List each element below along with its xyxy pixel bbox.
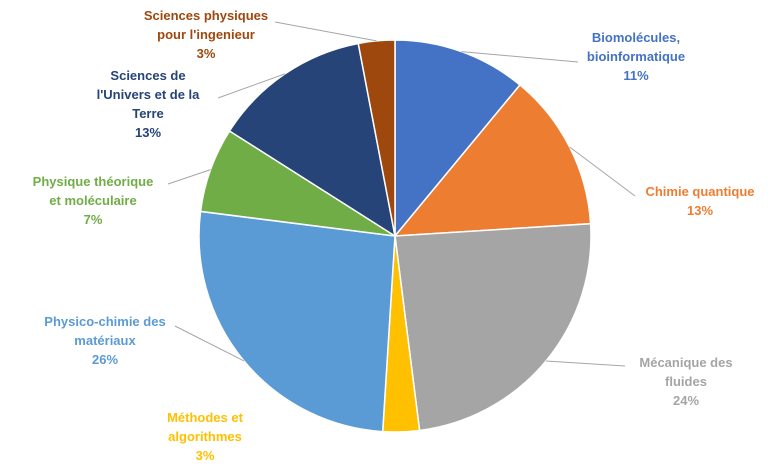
pie-slice-1 [393, 83, 592, 237]
slice-value-label: 3% [197, 46, 216, 61]
slice-label-6: Sciences de l'Univers et de la Terre 13% [97, 68, 201, 140]
slice-name-line: Physico-chimie des [44, 314, 165, 329]
pie-slice-2 [394, 222, 592, 432]
slice-name-line: Mécanique des [639, 355, 732, 370]
slice-name-line: matériaux [74, 333, 136, 348]
slice-label-4: Physico-chimie des matériaux 26% [44, 314, 165, 367]
slice-name-line: l'Univers et de la [97, 87, 201, 102]
slice-value-label: 3% [196, 448, 215, 463]
slice-label-5: Physique théorique et moléculaire 7% [33, 174, 154, 227]
slice-value-label: 24% [673, 393, 699, 408]
leader-line-7 [274, 21, 377, 42]
slice-name-line: Sciences physiques [144, 8, 268, 23]
slice-value-label: 26% [92, 352, 118, 367]
slice-value-label: 11% [623, 68, 649, 83]
slice-name-line: et moléculaire [49, 193, 136, 208]
slice-value-label: 13% [135, 125, 161, 140]
slice-name-line: Sciences de [110, 68, 185, 83]
slice-name-line: Biomolécules, [592, 30, 680, 45]
slice-name-line: algorithmes [168, 429, 242, 444]
slice-name-line: pour l'ingenieur [157, 27, 255, 42]
slice-label-0: Biomolécules, bioinformatique 11% [587, 30, 685, 83]
slice-label-1: Chimie quantique 13% [645, 184, 754, 218]
leader-line-5 [167, 169, 211, 185]
slice-name-line: Physique théorique [33, 174, 154, 189]
slice-name-line: fluides [665, 374, 707, 389]
pie-slice-7 [357, 39, 396, 237]
leader-line-1 [569, 146, 636, 197]
leader-line-2 [545, 360, 626, 367]
slice-label-3: Méthodes et algorithmes 3% [167, 410, 244, 463]
leader-line-6 [217, 73, 285, 99]
leader-line-4 [174, 325, 245, 362]
leader-line-0 [461, 51, 579, 63]
slice-label-2: Mécanique des fluides 24% [639, 355, 732, 408]
slice-name-line: Terre [132, 106, 164, 121]
slice-name-line: Chimie quantique [645, 184, 754, 199]
slice-label-7: Sciences physiques pour l'ingenieur 3% [144, 8, 268, 61]
slice-name-line: Méthodes et [167, 410, 244, 425]
slice-name-line: bioinformatique [587, 49, 685, 64]
slice-value-label: 7% [84, 212, 103, 227]
pie-slice-4 [198, 210, 396, 433]
slice-value-label: 13% [687, 203, 713, 218]
